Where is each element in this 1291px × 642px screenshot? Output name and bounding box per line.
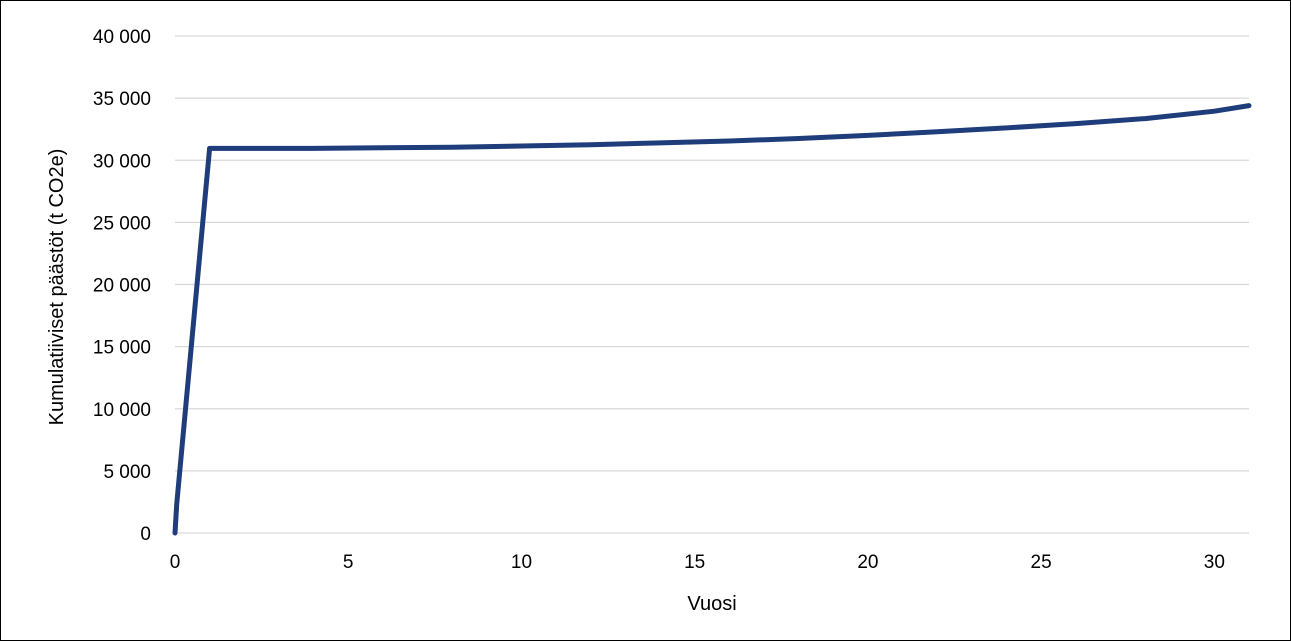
x-tick-label: 15 — [684, 552, 705, 573]
x-tick-label: 10 — [511, 552, 532, 573]
y-axis-ticks: 0 5 000 10 000 15 000 20 000 25 000 30 000 35 0… — [93, 27, 151, 545]
series-group — [172, 103, 1252, 536]
x-tick-label: 0 — [170, 552, 181, 573]
y-tick-label: 30 000 — [93, 151, 151, 172]
x-tick-label: 5 — [343, 552, 354, 573]
gridlines — [175, 35, 1249, 534]
y-tick-label: 0 — [140, 524, 151, 545]
y-tick-label: 35 000 — [93, 89, 151, 110]
y-axis-title: Kumulatiiviset päästöt (t CO2e) — [46, 149, 68, 426]
y-tick-label: 5 000 — [103, 462, 151, 483]
y-tick-label: 25 000 — [93, 213, 151, 234]
y-tick-label: 40 000 — [93, 27, 151, 48]
y-tick-label: 15 000 — [93, 338, 151, 359]
x-tick-label: 25 — [1031, 552, 1052, 573]
y-tick-label: 10 000 — [93, 400, 151, 421]
x-tick-label: 20 — [857, 552, 878, 573]
x-axis-title: Vuosi — [687, 593, 736, 615]
y-tick-label: 20 000 — [93, 276, 151, 297]
series-line — [172, 103, 1252, 536]
x-axis-ticks: 0 5 10 15 20 25 30 — [170, 552, 1225, 573]
x-tick-label: 30 — [1204, 552, 1225, 573]
